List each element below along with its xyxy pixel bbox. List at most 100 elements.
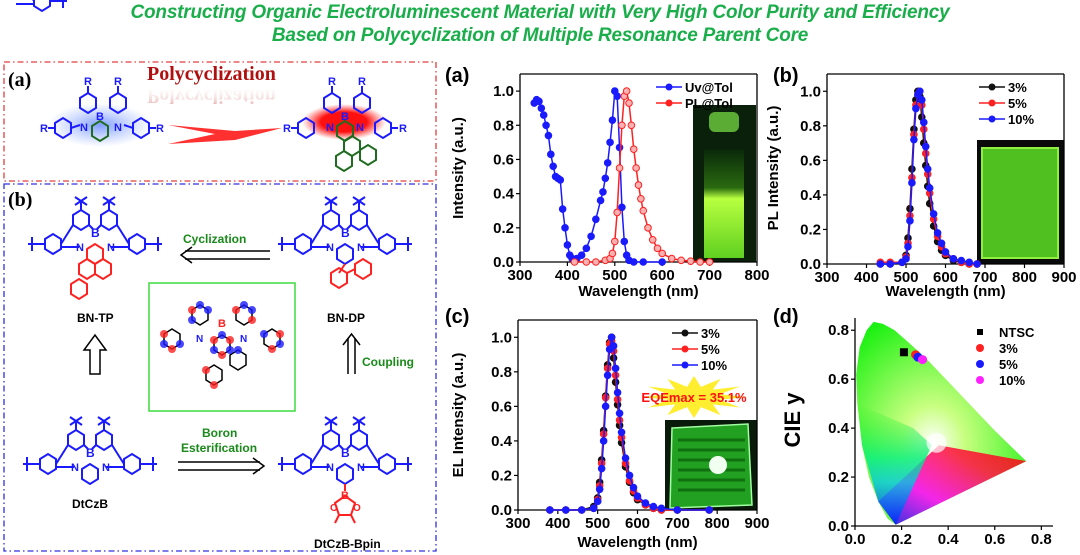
data-point [605, 338, 614, 347]
data-point [618, 121, 626, 130]
data-point [973, 260, 981, 268]
data-point [603, 361, 612, 369]
boron-atom-label: B [341, 111, 349, 123]
data-point [904, 239, 912, 248]
y-tick-label: 0.4 [491, 433, 513, 450]
data-point [641, 499, 650, 507]
panel-a-border [3, 61, 437, 182]
polycyclized-molecule [291, 86, 398, 173]
y-axis-label: EL Intensity (a.u.) [450, 353, 467, 478]
data-point [902, 255, 910, 263]
data-point [914, 90, 922, 99]
data-point [929, 215, 938, 223]
nitrogen-atom-label: N [326, 242, 334, 254]
data-point [916, 87, 924, 96]
data-point [599, 188, 607, 196]
data-point [913, 352, 923, 362]
data-point [633, 494, 642, 502]
data-point [876, 260, 885, 268]
data-point [910, 125, 918, 134]
data-point [923, 182, 932, 191]
data-point [592, 258, 600, 266]
data-point [615, 421, 624, 430]
x-tick-label: 500 [602, 267, 627, 284]
polycyclization-arrow [168, 125, 282, 144]
data-point [603, 371, 612, 380]
legend-marker [988, 83, 996, 91]
data-point [597, 464, 606, 473]
device-substrate [669, 423, 753, 509]
data-point [570, 256, 579, 265]
cie-diagram-blue-region [857, 403, 932, 525]
data-point [601, 392, 610, 400]
data-point [657, 504, 666, 513]
data-point [918, 101, 926, 109]
x-tick-label: 800 [705, 515, 730, 532]
data-point [556, 176, 565, 184]
data-point [554, 174, 562, 183]
data-point [633, 492, 642, 500]
data-point [596, 196, 605, 205]
y-tick-label: 0.6 [800, 152, 821, 169]
panel-label: (b) [773, 65, 799, 87]
data-point [629, 145, 638, 153]
data-point [570, 258, 579, 266]
data-point [705, 506, 714, 514]
data-point [641, 501, 650, 509]
data-point [613, 388, 622, 397]
data-point [902, 253, 910, 261]
data-point [908, 173, 916, 182]
polycyclization-reflection: Polycyclization [147, 85, 276, 107]
boron-atom-label: B [86, 446, 95, 460]
x-tick-label: 700 [972, 269, 997, 286]
data-point [568, 254, 576, 263]
legend-marker [988, 115, 996, 123]
data-point [657, 506, 666, 514]
x-tick-label: 400 [545, 515, 570, 532]
x-tick-label: 600 [933, 269, 958, 286]
data-point [592, 215, 600, 224]
data-point [611, 378, 620, 386]
x-tick-label: 900 [744, 515, 769, 532]
data-point [906, 217, 914, 225]
eqe-starburst [640, 376, 748, 418]
legend-label: 10% [701, 358, 727, 373]
boron-atom-label: B [341, 446, 350, 460]
data-point [621, 463, 630, 471]
dtczb-bpin-structure: B N N B O O [277, 416, 413, 524]
x-axis-label: Wavelength (nm) [578, 283, 698, 300]
r-group-label: R [114, 76, 122, 88]
device-emission-spot [709, 456, 727, 474]
data-point [965, 260, 974, 268]
legend-label: 5% [999, 357, 1018, 372]
x-tick-label: 300 [814, 269, 839, 286]
boron-atom-label: B [341, 226, 350, 240]
r-group-label: R [328, 76, 336, 88]
y-tick-label: 0.8 [800, 118, 821, 135]
data-point [658, 258, 667, 266]
nitrogen-atom-label: N [326, 462, 334, 474]
nitrogen-atom-label: N [196, 334, 203, 345]
series-ntsc: NTSC [899, 325, 1035, 357]
data-point [608, 249, 617, 258]
data-point [603, 364, 612, 373]
data-point [973, 260, 981, 268]
series-pltol: PL@Tol [570, 87, 733, 266]
data-point [629, 258, 638, 266]
boron-atom-label: B [91, 226, 100, 240]
data-point [589, 504, 598, 513]
legend-marker [681, 361, 689, 369]
compound-label-dtczb-bpin: DtCzB-Bpin [314, 537, 381, 551]
x-tick-label: 300 [505, 515, 530, 532]
data-point [941, 248, 950, 256]
y-axis-label: Intensity (a.u.) [450, 117, 467, 219]
data-point [625, 476, 634, 485]
data-point [937, 242, 946, 251]
data-point [696, 258, 704, 266]
y-tick-label: 0.0 [491, 502, 512, 519]
data-point [876, 258, 885, 267]
data-point [912, 101, 920, 109]
data-point [629, 487, 638, 495]
data-point [933, 229, 942, 237]
y-tick-label: 0.8 [828, 322, 849, 339]
